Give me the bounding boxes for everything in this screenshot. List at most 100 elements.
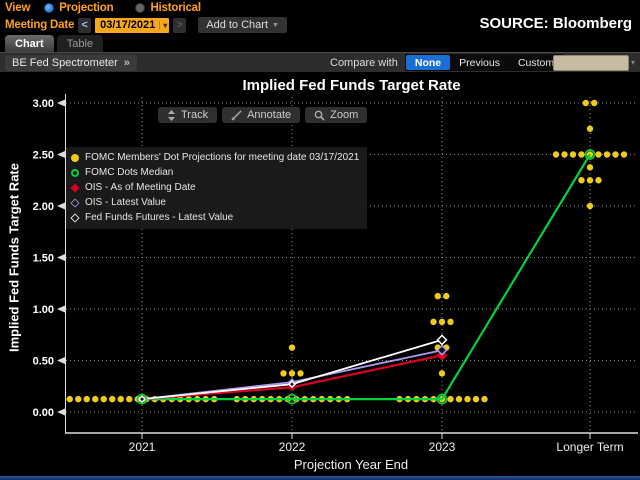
diamond-open-legend-marker [70,197,80,208]
futures-latest-marker [287,380,297,389]
meeting-date-label: Meeting Date [5,19,75,31]
view-option-historical[interactable]: Historical [135,2,201,14]
add-to-chart-caret-icon: ▼ [272,21,279,29]
compare-custom-button[interactable]: Custom [517,56,555,69]
x-tick-label: Longer Term [556,440,623,454]
be-fed-spectrometer-label: BE Fed Spectrometer [12,56,118,69]
chart-tools: Track Annotate Zoom [158,107,368,123]
track-button[interactable]: Track [158,107,218,123]
fomc-dot [603,151,611,158]
fomc-dot [297,370,304,377]
fomc-dot [586,164,594,171]
circle-open-legend-marker [71,168,79,177]
fomc-dot [591,99,598,107]
futures-latest-marker [137,395,147,404]
x-tick-label: 2021 [129,440,156,454]
compare-options: None Previous Custom [404,54,565,71]
fomc-dot [464,395,471,403]
fomc-dot [83,395,90,403]
fomc-dot [438,370,446,377]
ois-latest-marker [436,344,448,356]
fomc-dot [109,395,116,403]
x-tick-label: 2023 [429,440,456,454]
fomc-dot [561,151,568,158]
fomc-dot [447,318,454,326]
legend-item: FOMC Members' Dot Projections for meetin… [71,150,359,165]
view-option-label: Projection [59,2,114,14]
dot-plot-chart: 0.00 0.50 1.00 1.50 2.00 2.50 3.00 2021 2022 2023… [33,94,638,472]
fomc-dot [126,395,133,403]
next-date-button[interactable]: > [173,17,187,33]
fomc-dot [595,177,602,184]
compare-with-controls: Compare with None Previous Custom [330,53,565,72]
tab-chart[interactable]: Chart [5,35,54,52]
zoom-button[interactable]: Zoom [305,107,368,123]
x-axis-title: Projection Year End [294,457,408,472]
circle-filled-legend-marker [71,153,79,162]
fomc-dot [75,395,82,403]
fomc-dot [280,370,287,377]
tool-label: Annotate [247,109,292,121]
fomc-median-marker [584,149,596,160]
fomc-dot [582,99,589,107]
security-input[interactable] [553,55,629,71]
security-input-caret-icon: ▾ [631,58,636,67]
fomc-dot [447,395,454,403]
fomc-dot [100,395,107,403]
y-tick-arrow-icon [57,305,65,313]
y-tick-label: 2.00 [33,201,54,213]
tab-table[interactable]: Table [56,35,104,52]
prev-date-button[interactable]: < [78,17,92,33]
fomc-dot [66,395,73,403]
tool-label: Track [181,109,209,121]
compare-none-button[interactable]: None [405,55,451,70]
meeting-date-value: 03/17/2021 [100,19,156,31]
fomc-dot [430,318,437,326]
tab-bar: Chart Table [5,35,104,52]
add-to-chart-label: Add to Chart [206,19,269,31]
y-tick-label: 3.00 [33,98,54,110]
fomc-dot [117,395,124,403]
be-fed-spectrometer-button[interactable]: BE Fed Spectrometer » [5,54,137,71]
zoom-icon [314,110,325,121]
legend-label: FOMC Members' Dot Projections for meetin… [85,152,360,163]
view-option-projection[interactable]: Projection [44,2,114,14]
y-axis-title: Implied Fed Funds Target Rate [6,163,22,353]
date-dropdown-icon[interactable]: ▾ [159,20,167,30]
diamond-filled-legend-marker [70,182,80,193]
fomc-dot [434,292,441,300]
y-tick-arrow-icon [57,357,65,364]
add-to-chart-button[interactable]: Add to Chart ▼ [198,17,287,33]
y-tick-label: 1.00 [33,304,54,316]
legend-item: FOMC Dots Median [71,165,359,180]
y-tick-arrow-icon [57,99,65,107]
compare-previous-button[interactable]: Previous [459,56,500,69]
source-attribution: SOURCE: Bloomberg [479,15,632,32]
annotate-button[interactable]: Annotate [222,107,301,123]
fomc-dot [288,344,296,351]
legend-label: OIS - Latest Value [85,197,166,208]
fomc-dot [552,151,560,158]
compare-with-label: Compare with [330,56,398,69]
y-tick-label: 0.50 [33,356,54,368]
tool-label: Zoom [330,109,359,121]
fomc-dot [620,151,628,158]
fomc-dot [595,151,602,158]
annotate-icon [231,109,242,121]
y-tick-arrow-icon [57,254,65,261]
view-row: View Projection Historical [5,1,201,15]
legend-label: FOMC Dots Median [85,167,174,178]
y-tick-label: 0.00 [33,407,54,419]
fomc-dot [455,395,463,403]
fomc-dot [586,202,594,210]
radio-selected-icon[interactable] [44,3,55,13]
legend-item: OIS - As of Meeting Date [70,180,359,195]
y-tick-arrow-icon [57,151,65,158]
chevrons-icon: » [123,56,130,69]
meeting-date-input[interactable]: 03/17/2021 ▾ [95,17,170,33]
radio-unselected-icon[interactable] [135,3,146,13]
fomc-dot [578,151,585,158]
chart-title: Implied Fed Funds Target Rate [242,77,461,94]
legend-item: Fed Funds Futures - Latest Value [70,210,359,225]
